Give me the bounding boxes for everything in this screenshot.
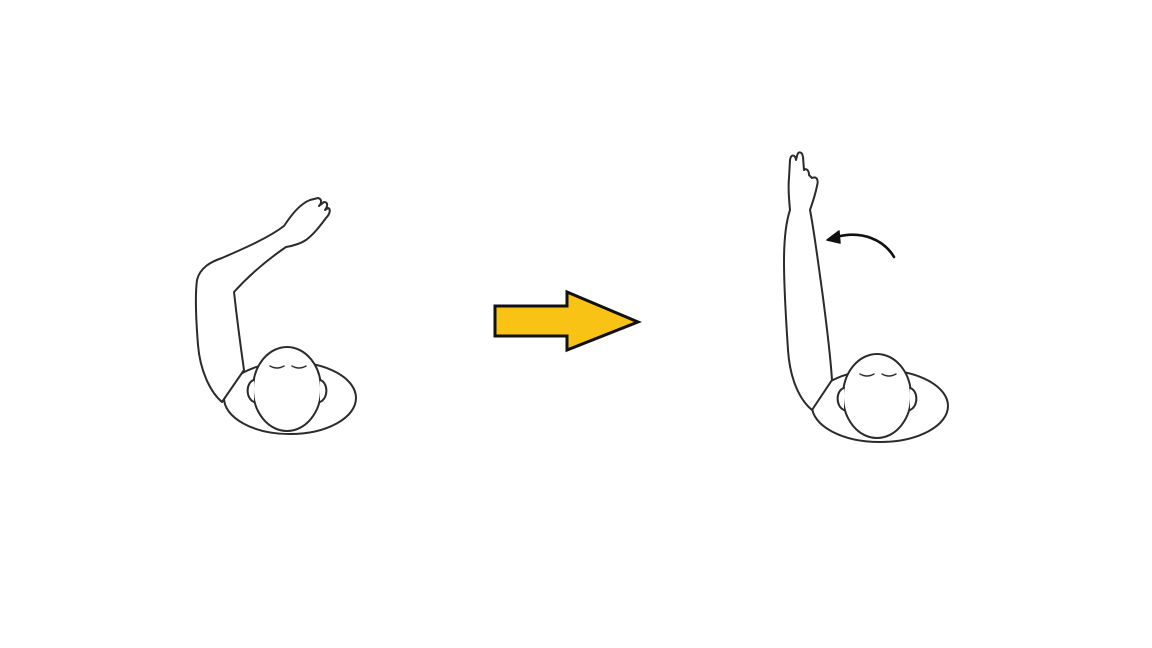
curved-arrow-icon	[834, 233, 896, 259]
ear-right-b	[909, 387, 918, 411]
arm-left	[194, 197, 331, 403]
ear-right-a	[836, 387, 845, 411]
head-left	[252, 346, 322, 432]
motion-arrow	[826, 230, 896, 259]
arm-right	[783, 151, 833, 411]
eye-right-a	[859, 373, 875, 377]
ear-left-b	[319, 379, 328, 403]
transition-arrow	[493, 289, 642, 353]
ear-left-a	[246, 379, 255, 403]
transition-arrow-icon	[493, 289, 642, 353]
eye-left-a	[269, 365, 285, 369]
curved-arrowhead-icon	[826, 230, 841, 244]
eye-right-b	[881, 373, 897, 377]
eye-left-b	[291, 365, 307, 369]
head-right	[842, 353, 912, 439]
figure-end-pose	[783, 151, 949, 443]
figure-start-pose	[194, 197, 357, 435]
